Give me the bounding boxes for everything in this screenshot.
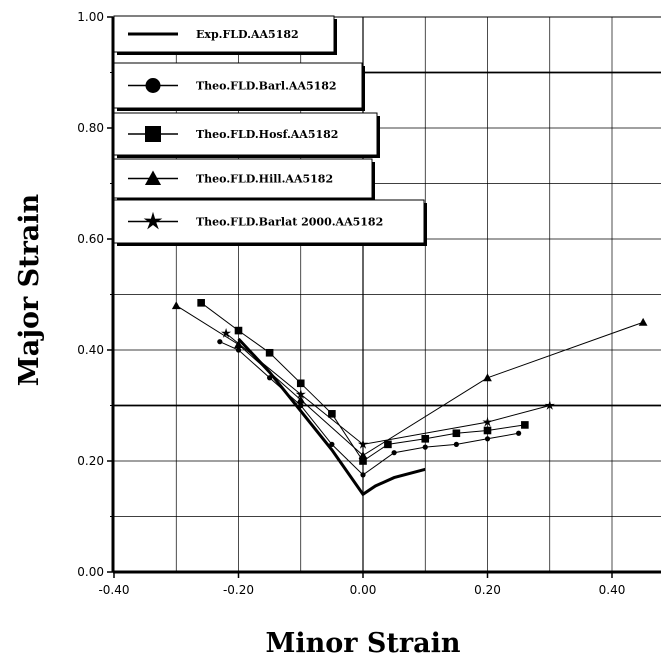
tick-labels: 0.00 0.20 0.40 0.60 0.80 1.00 -0.40 -0.20 0.00 0.…: [77, 10, 625, 597]
legend-label: Theo.FLD.Barl.AA5182: [196, 80, 337, 93]
data-point: [638, 317, 648, 326]
legend-label: Exp.FLD.AA5182: [196, 28, 299, 41]
legend-marker: [143, 211, 163, 230]
data-point: [265, 348, 274, 357]
data-point: [296, 379, 305, 388]
series-line: [219, 341, 519, 476]
data-point: [295, 389, 306, 399]
series-line: [176, 305, 644, 457]
series-5: [221, 328, 555, 449]
series-2: [217, 339, 522, 478]
data-point: [357, 439, 369, 449]
x-tick-label: 0.00: [350, 583, 377, 597]
series-1: [237, 337, 426, 497]
data-point: [482, 416, 493, 427]
y-tick-label: 1.00: [77, 10, 104, 24]
x-tick-label: 0.20: [474, 583, 501, 597]
x-tick-label: 0.40: [599, 583, 626, 597]
data-point: [484, 436, 491, 442]
data-point: [234, 326, 243, 335]
data-point: [296, 395, 306, 404]
data-point: [391, 450, 397, 456]
x-tick-label: -0.20: [223, 583, 254, 597]
y-tick-label: 0.20: [77, 454, 104, 468]
legend-entry-1: Exp.FLD.AA5182: [113, 15, 337, 55]
data-point: [452, 429, 461, 438]
data-point: [267, 375, 273, 381]
data-point: [453, 441, 459, 447]
y-axis-title: Major Strain: [14, 193, 45, 386]
legend-entry-4: Theo.FLD.Hill.AA5182: [113, 158, 375, 201]
legend-entry-5: Theo.FLD.Barlat 2000.AA5182: [113, 199, 427, 246]
legend-marker: [145, 78, 161, 93]
series-3: [197, 299, 529, 465]
data-point: [384, 440, 392, 449]
data-point: [298, 402, 304, 409]
y-tick-label: 0.40: [77, 343, 104, 357]
data-point: [328, 410, 336, 418]
legend: Exp.FLD.AA5182 Theo.FLD.Barl.AA5182 Theo.F…: [113, 15, 427, 246]
y-tick-label: 0.00: [77, 565, 104, 579]
data-point: [521, 421, 529, 429]
data-point: [516, 430, 522, 436]
y-tick-label: 0.80: [77, 121, 104, 135]
data-point: [359, 457, 367, 465]
legend-entry-2: Theo.FLD.Barl.AA5182: [113, 62, 365, 111]
data-point: [221, 328, 232, 338]
legend-entry-3: Theo.FLD.Hosf.AA5182: [113, 112, 380, 158]
series-4: [171, 301, 648, 459]
legend-label: Theo.FLD.Barlat 2000.AA5182: [196, 216, 383, 229]
x-tick-label: -0.40: [98, 583, 129, 597]
data-point: [217, 339, 223, 345]
legend-label: Theo.FLD.Hosf.AA5182: [196, 128, 338, 141]
data-point: [544, 400, 555, 410]
data-point: [171, 301, 181, 310]
data-point: [421, 435, 430, 443]
legend-marker: [145, 126, 161, 142]
series-layer: [171, 299, 648, 497]
data-point: [329, 441, 335, 447]
legend-box: [113, 15, 335, 53]
series-line: [237, 337, 426, 497]
y-tick-label: 0.60: [77, 232, 104, 246]
data-point: [360, 472, 366, 478]
legend-label: Theo.FLD.Hill.AA5182: [196, 173, 333, 186]
x-axis-title: Minor Strain: [266, 628, 461, 659]
data-point: [483, 373, 492, 382]
data-point: [235, 347, 242, 353]
data-point: [197, 299, 205, 307]
legend-marker: [144, 170, 162, 185]
data-point: [483, 426, 492, 435]
data-point: [358, 451, 368, 459]
data-point: [422, 444, 428, 450]
